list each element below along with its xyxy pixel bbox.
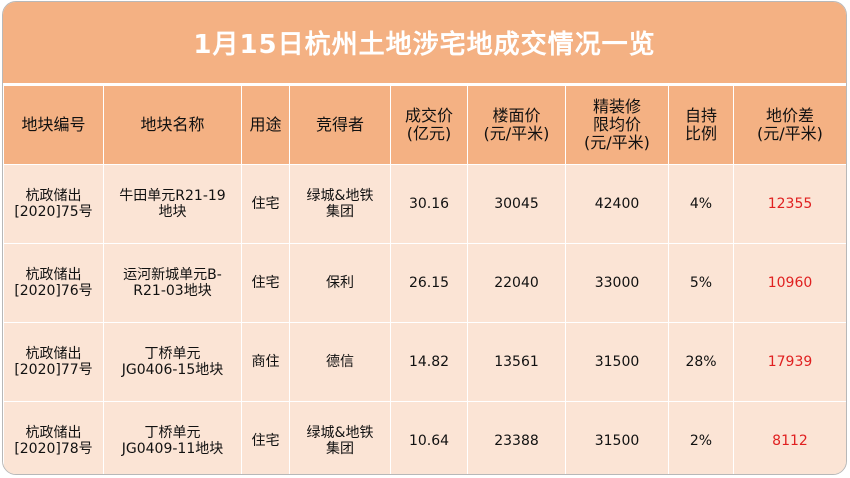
table-title: 1月15日杭州土地涉宅地成交情况一览 (3, 2, 846, 85)
table-body: 杭政储出 [2020]75号 牛田单元R21-19 地块 住宅 绿城&地铁 集团 30.16 3… (3, 164, 846, 474)
land-deals-table: 地块编号 地块名称 用途 竞得者 成交价 (亿元) 楼面价 (元/平米) 精装修 限均价 (元/平米… (3, 85, 846, 474)
cell-floor-price: 22040 (467, 243, 566, 323)
cell-price-diff: 10960 (733, 243, 846, 323)
cell-plot-name: 丁桥单元 JG0409-11地块 (103, 401, 242, 474)
cell-floor-price: 23388 (467, 401, 566, 474)
cell-price-diff: 17939 (733, 322, 846, 402)
column-header: 地块编号 (3, 85, 104, 165)
cell-floor-price: 30045 (467, 164, 566, 244)
table-row: 杭政储出 [2020]76号 运河新城单元B- R21-03地块 住宅 保利 26.15 22… (3, 243, 846, 323)
cell-hold-ratio: 2% (668, 401, 734, 474)
cell-cap-price: 31500 (565, 401, 669, 474)
cell-plot-code: 杭政储出 [2020]77号 (3, 322, 104, 402)
cell-price: 14.82 (390, 322, 468, 402)
header-row: 地块编号 地块名称 用途 竞得者 成交价 (亿元) 楼面价 (元/平米) 精装修 限均价 (元/平米… (3, 85, 846, 165)
cell-use: 住宅 (241, 401, 290, 474)
cell-price-diff: 12355 (733, 164, 846, 244)
cell-cap-price: 33000 (565, 243, 669, 323)
table-row: 杭政储出 [2020]78号 丁桥单元 JG0409-11地块 住宅 绿城&地铁 集团 10.… (3, 401, 846, 474)
cell-plot-code: 杭政储出 [2020]75号 (3, 164, 104, 244)
cell-price: 26.15 (390, 243, 468, 323)
column-header: 地价差 (元/平米) (733, 85, 846, 165)
cell-hold-ratio: 28% (668, 322, 734, 402)
cell-plot-code: 杭政储出 [2020]78号 (3, 401, 104, 474)
column-header: 楼面价 (元/平米) (467, 85, 566, 165)
cell-cap-price: 31500 (565, 322, 669, 402)
cell-hold-ratio: 4% (668, 164, 734, 244)
cell-plot-name: 牛田单元R21-19 地块 (103, 164, 242, 244)
column-header: 竞得者 (289, 85, 391, 165)
table-row: 杭政储出 [2020]77号 丁桥单元 JG0406-15地块 商住 德信 14.82 135… (3, 322, 846, 402)
cell-hold-ratio: 5% (668, 243, 734, 323)
column-header: 自持 比例 (668, 85, 734, 165)
cell-plot-code: 杭政储出 [2020]76号 (3, 243, 104, 323)
cell-plot-name: 运河新城单元B- R21-03地块 (103, 243, 242, 323)
cell-price: 10.64 (390, 401, 468, 474)
column-header: 精装修 限均价 (元/平米) (565, 85, 669, 165)
cell-price: 30.16 (390, 164, 468, 244)
cell-price-diff: 8112 (733, 401, 846, 474)
cell-use: 商住 (241, 322, 290, 402)
cell-winner: 绿城&地铁 集团 (289, 164, 391, 244)
cell-floor-price: 13561 (467, 322, 566, 402)
cell-winner: 德信 (289, 322, 391, 402)
column-header: 用途 (241, 85, 290, 165)
cell-winner: 保利 (289, 243, 391, 323)
cell-cap-price: 42400 (565, 164, 669, 244)
column-header: 成交价 (亿元) (390, 85, 468, 165)
cell-plot-name: 丁桥单元 JG0406-15地块 (103, 322, 242, 402)
column-header: 地块名称 (103, 85, 242, 165)
cell-use: 住宅 (241, 164, 290, 244)
table-row: 杭政储出 [2020]75号 牛田单元R21-19 地块 住宅 绿城&地铁 集团 30.16 3… (3, 164, 846, 244)
cell-use: 住宅 (241, 243, 290, 323)
cell-winner: 绿城&地铁 集团 (289, 401, 391, 474)
